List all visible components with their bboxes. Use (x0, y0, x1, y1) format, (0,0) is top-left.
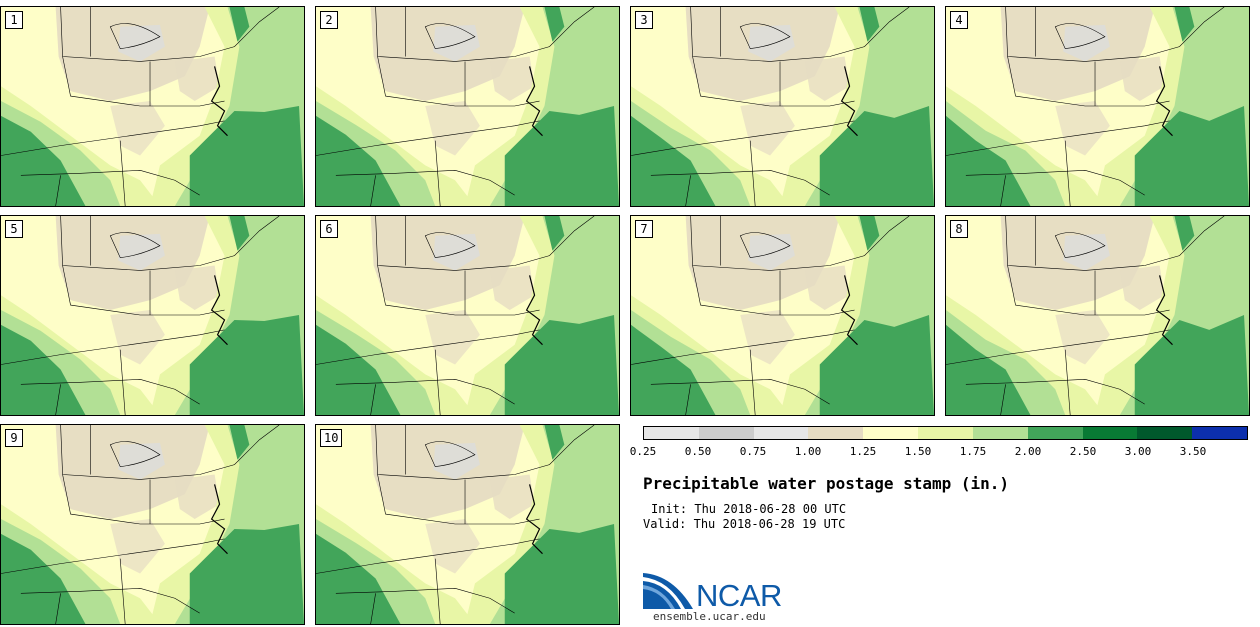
colorbar-tick-label: 3.00 (1124, 445, 1152, 458)
stamp-panel: 6 (315, 215, 620, 416)
colorbar-tick-label: 0.50 (684, 445, 712, 458)
stamp-panel: 7 (630, 215, 935, 416)
precip-water-map (1, 7, 304, 206)
logo-url: ensemble.ucar.edu (653, 610, 766, 623)
colorbar-swatches (643, 426, 1248, 440)
colorbar-swatch (1027, 427, 1083, 439)
colorbar-tick-label: 1.00 (794, 445, 822, 458)
stamp-panel: 8 (945, 215, 1250, 416)
member-label: 9 (5, 429, 23, 447)
figure-title: Precipitable water postage stamp (in.) (643, 474, 1010, 493)
member-label: 6 (320, 220, 338, 238)
colorbar-swatch (753, 427, 809, 439)
colorbar: 0.25 0.50 0.75 1.00 1.25 1.50 1.75 2.00 2.50 3.00… (630, 426, 1248, 458)
colorbar-swatch (698, 427, 754, 439)
colorbar-swatch (972, 427, 1028, 439)
stamp-panel: 5 (0, 215, 305, 416)
precip-water-map (946, 7, 1249, 206)
member-label: 10 (320, 429, 343, 447)
colorbar-swatch (863, 427, 919, 439)
colorbar-swatch (918, 427, 973, 439)
init-label: Init: (651, 502, 688, 516)
precip-water-map (631, 216, 934, 415)
valid-time: Valid: Thu 2018-06-28 19 UTC (643, 517, 845, 531)
precip-water-map (1, 216, 304, 415)
stamp-panel: 4 (945, 6, 1250, 207)
colorbar-tick-label: 1.50 (904, 445, 932, 458)
stamp-panel: 9 (0, 424, 305, 625)
member-label: 2 (320, 11, 338, 29)
colorbar-swatch (1192, 427, 1247, 439)
colorbar-tick-label: 1.75 (959, 445, 987, 458)
member-label: 3 (635, 11, 653, 29)
member-label: 7 (635, 220, 653, 238)
colorbar-swatch (1082, 427, 1138, 439)
colorbar-swatch (644, 427, 699, 439)
precip-water-map (1, 425, 304, 624)
valid-label: Valid: (643, 517, 687, 531)
stamp-panel: 1 (0, 6, 305, 207)
stamp-panel: 10 (315, 424, 620, 625)
precip-water-map (631, 7, 934, 206)
init-value: Thu 2018-06-28 00 UTC (694, 502, 847, 516)
precip-water-map (316, 425, 619, 624)
init-time: Init: Thu 2018-06-28 00 UTC (651, 502, 846, 516)
precip-water-map (316, 7, 619, 206)
colorbar-tick-label: 2.50 (1069, 445, 1097, 458)
stamp-panel: 2 (315, 6, 620, 207)
colorbar-tick-label: 0.75 (739, 445, 767, 458)
precip-water-map (316, 216, 619, 415)
member-label: 8 (950, 220, 968, 238)
ncar-logo-text: NCAR (696, 578, 782, 613)
colorbar-tick-label: 0.25 (629, 445, 657, 458)
member-label: 5 (5, 220, 23, 238)
member-label: 4 (950, 11, 968, 29)
colorbar-tick-label: 2.00 (1014, 445, 1042, 458)
colorbar-tick-label: 1.25 (849, 445, 877, 458)
colorbar-swatch (808, 427, 864, 439)
valid-value: Thu 2018-06-28 19 UTC (693, 517, 846, 531)
member-label: 1 (5, 11, 23, 29)
colorbar-tick-label: 3.50 (1179, 445, 1207, 458)
stamp-panel: 3 (630, 6, 935, 207)
colorbar-swatch (1137, 427, 1193, 439)
ncar-logo-icon (643, 573, 693, 609)
precip-water-map (946, 216, 1249, 415)
